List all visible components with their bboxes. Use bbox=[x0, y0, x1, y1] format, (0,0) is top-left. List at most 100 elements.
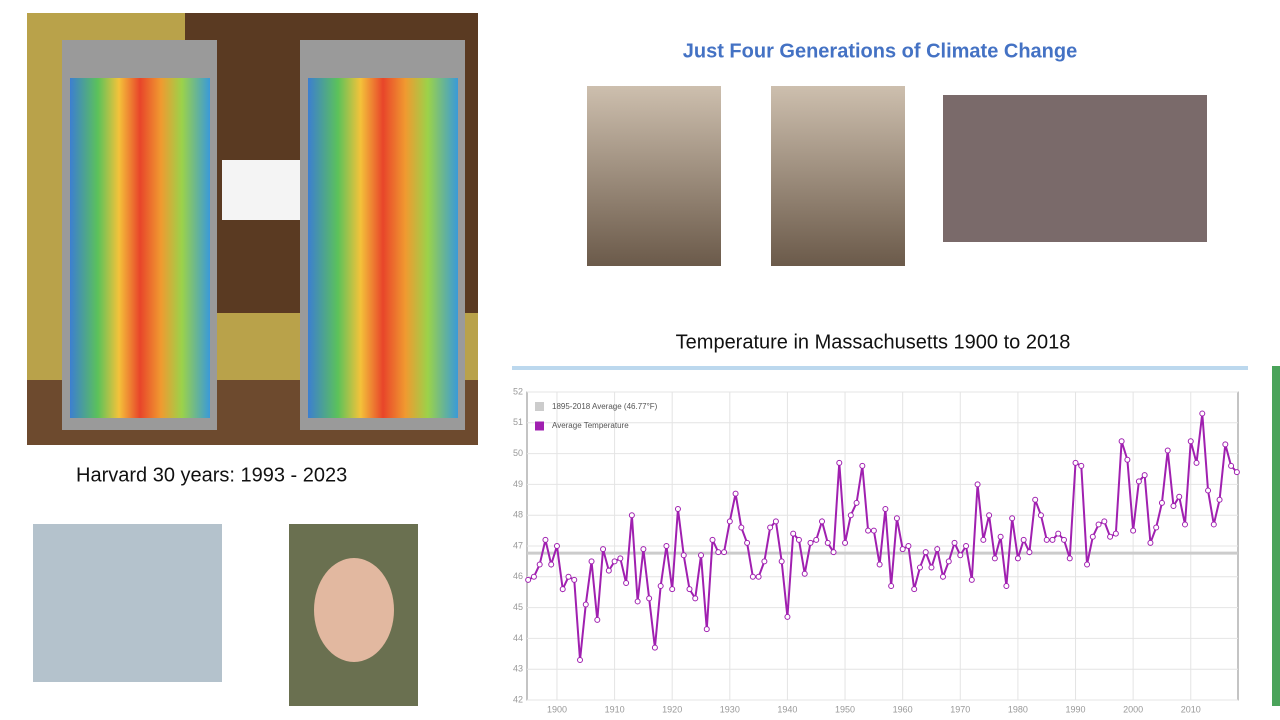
data-point bbox=[600, 546, 607, 553]
data-point bbox=[623, 579, 630, 586]
x-tick-label: 2000 bbox=[1123, 704, 1143, 714]
y-tick-label: 52 bbox=[513, 386, 523, 396]
data-point bbox=[1107, 533, 1114, 540]
data-point bbox=[680, 552, 687, 559]
data-point bbox=[536, 561, 543, 568]
data-point bbox=[1205, 487, 1212, 494]
legend-label: Average Temperature bbox=[552, 421, 629, 430]
data-point bbox=[1228, 462, 1235, 469]
data-point bbox=[968, 576, 975, 583]
data-point bbox=[738, 524, 745, 531]
y-tick-label: 50 bbox=[513, 448, 523, 458]
data-point bbox=[813, 536, 820, 543]
data-point bbox=[530, 573, 537, 580]
data-point bbox=[997, 533, 1004, 540]
data-point bbox=[582, 601, 589, 608]
data-point bbox=[951, 539, 958, 546]
data-point bbox=[1164, 447, 1171, 454]
data-point bbox=[611, 558, 618, 565]
y-tick-label: 43 bbox=[513, 664, 523, 674]
edge-strip bbox=[1272, 366, 1280, 706]
legend-swatch bbox=[535, 402, 544, 411]
data-point bbox=[1176, 493, 1183, 500]
legend-label: 1895-2018 Average (46.77°F) bbox=[552, 402, 658, 411]
data-point bbox=[928, 564, 935, 571]
x-tick-label: 1900 bbox=[547, 704, 567, 714]
chart-heading: Temperature in Massachusetts 1900 to 201… bbox=[676, 331, 1071, 353]
data-point bbox=[674, 506, 681, 513]
data-point bbox=[1112, 530, 1119, 537]
x-tick-label: 1940 bbox=[777, 704, 797, 714]
data-point bbox=[1158, 499, 1165, 506]
data-point bbox=[634, 598, 641, 605]
x-tick-label: 1960 bbox=[893, 704, 913, 714]
data-point bbox=[1026, 549, 1033, 556]
data-point bbox=[669, 586, 676, 593]
data-point bbox=[974, 481, 981, 488]
data-point bbox=[790, 530, 797, 537]
data-point bbox=[836, 459, 843, 466]
data-point bbox=[893, 515, 900, 522]
x-tick-label: 1980 bbox=[1008, 704, 1028, 714]
data-point bbox=[1072, 459, 1079, 466]
quilt-photo bbox=[27, 13, 478, 445]
data-point bbox=[628, 512, 635, 519]
data-point bbox=[819, 518, 826, 525]
data-point bbox=[732, 490, 739, 497]
x-tick-label: 1910 bbox=[605, 704, 625, 714]
data-point bbox=[1233, 469, 1240, 476]
y-tick-label: 46 bbox=[513, 571, 523, 581]
data-point bbox=[548, 561, 555, 568]
x-tick-label: 2010 bbox=[1181, 704, 1201, 714]
data-point bbox=[991, 555, 998, 562]
data-point bbox=[565, 573, 572, 580]
data-point bbox=[559, 586, 566, 593]
data-point bbox=[963, 543, 970, 549]
data-point bbox=[1032, 496, 1039, 503]
data-point bbox=[1124, 456, 1131, 463]
data-point bbox=[1199, 410, 1206, 417]
temperature-line bbox=[527, 413, 1238, 661]
data-point bbox=[1210, 521, 1217, 528]
data-point bbox=[1141, 472, 1148, 479]
data-point bbox=[939, 573, 946, 580]
data-point bbox=[1020, 536, 1027, 543]
y-tick-label: 51 bbox=[513, 417, 523, 427]
data-point bbox=[1181, 521, 1188, 528]
data-point bbox=[922, 549, 929, 556]
data-point bbox=[571, 576, 578, 583]
data-point bbox=[807, 539, 814, 546]
data-point bbox=[1095, 521, 1102, 528]
data-point bbox=[749, 573, 756, 580]
data-point bbox=[657, 583, 664, 590]
data-point bbox=[594, 616, 601, 623]
data-point bbox=[709, 536, 716, 543]
data-point bbox=[1037, 512, 1044, 519]
data-point bbox=[824, 539, 831, 546]
generation-photo-3 bbox=[943, 95, 1207, 242]
y-tick-label: 48 bbox=[513, 510, 523, 520]
x-tick-label: 1990 bbox=[1066, 704, 1086, 714]
plot: 42 43 44 45 46 47 48 49 50 51 52 1900 1910 1920 1930 19… bbox=[513, 386, 1240, 714]
data-point bbox=[715, 549, 722, 556]
slide-title: Just Four Generations of Climate Change bbox=[683, 40, 1078, 62]
data-point bbox=[646, 595, 653, 602]
data-point bbox=[692, 595, 699, 602]
data-point bbox=[876, 561, 883, 568]
data-point bbox=[842, 539, 849, 546]
data-point bbox=[651, 644, 658, 651]
data-point bbox=[1193, 459, 1200, 466]
legend-swatch bbox=[535, 421, 544, 431]
data-point bbox=[853, 499, 860, 506]
data-point bbox=[761, 558, 768, 565]
data-point bbox=[617, 555, 624, 562]
data-point bbox=[1118, 438, 1125, 445]
data-point bbox=[721, 549, 728, 556]
data-point bbox=[577, 656, 584, 663]
baby-photo bbox=[33, 524, 222, 682]
x-tick-label: 1920 bbox=[662, 704, 682, 714]
data-point bbox=[1153, 524, 1160, 531]
data-point bbox=[542, 536, 549, 543]
data-point bbox=[911, 586, 918, 593]
